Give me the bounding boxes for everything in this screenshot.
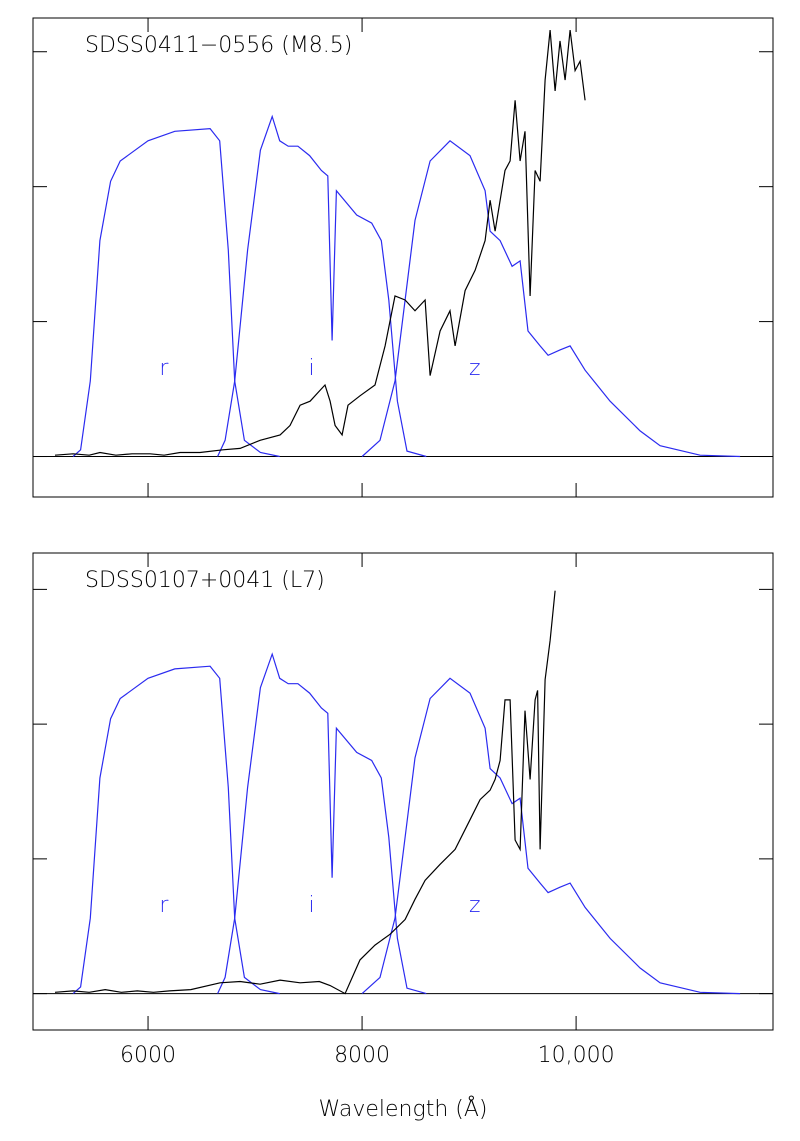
spectrum — [54, 590, 556, 995]
filter-label: z — [469, 356, 481, 381]
plot-frame — [32, 552, 774, 1031]
x-tick-label: 8000 — [334, 1043, 390, 1068]
filter-curve — [72, 665, 280, 995]
x-tick-label: 10,000 — [538, 1043, 615, 1068]
filter-curve — [217, 652, 427, 995]
filter-curve — [217, 114, 427, 458]
filter-label: i — [309, 893, 315, 918]
filter-curve — [72, 127, 280, 458]
filter-curve — [361, 140, 741, 458]
chart-title: SDSS0107+0041 (L7) — [85, 568, 325, 593]
x-axis-label: Wavelength (Å) — [319, 1096, 488, 1122]
filter-label: r — [159, 356, 169, 381]
chart-title: SDSS0411−0556 (M8.5) — [85, 33, 352, 58]
filter-label: z — [469, 893, 481, 918]
filter-label: i — [309, 356, 315, 381]
spectrum — [54, 30, 586, 456]
filter-label: r — [159, 893, 169, 918]
filter-curve — [361, 677, 741, 995]
x-tick-label: 6000 — [120, 1043, 176, 1068]
plot-frame — [32, 17, 774, 498]
